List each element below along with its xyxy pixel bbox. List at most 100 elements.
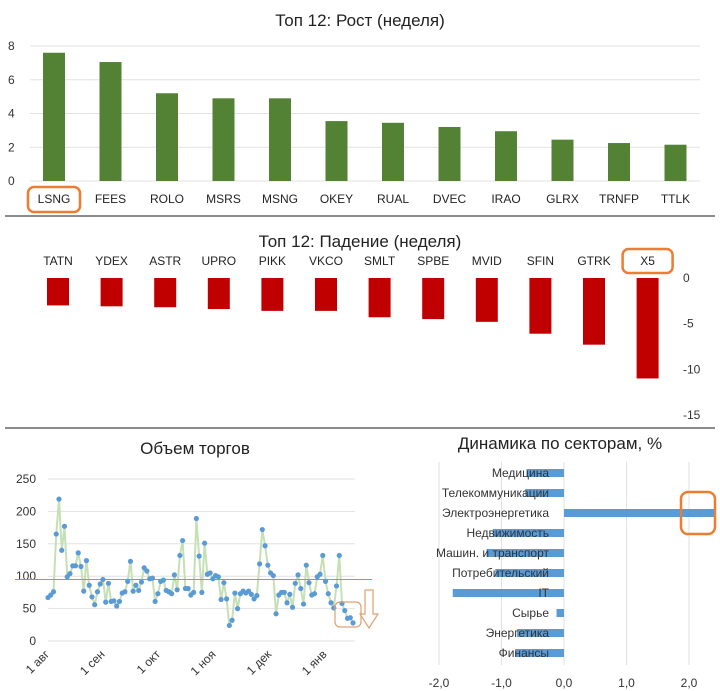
decline-chart-title: Топ 12: Падение (неделя) bbox=[259, 232, 462, 251]
growth-chart: 0 2 4 6 8 LSNG FEES ROLO MSRS MSNG OKEY RUAL DVEC IRA… bbox=[8, 39, 700, 214]
data-point bbox=[232, 590, 238, 596]
data-point bbox=[144, 568, 150, 574]
data-point bbox=[72, 563, 79, 569]
data-point bbox=[328, 600, 334, 606]
data-point bbox=[103, 599, 109, 605]
data-point bbox=[155, 591, 161, 597]
data-point bbox=[59, 547, 65, 553]
data-point bbox=[81, 588, 87, 594]
bar bbox=[315, 278, 337, 311]
category-label: SFIN bbox=[527, 254, 554, 268]
volume-chart: 0 50 100 150 200 250 1 авг 1 сен 1 окт 1 ноя 1 дек… bbox=[15, 472, 380, 678]
bar bbox=[325, 121, 348, 181]
data-point bbox=[215, 574, 221, 580]
bar bbox=[583, 278, 605, 345]
category-label: Финансы bbox=[499, 646, 549, 660]
highlight-box bbox=[334, 601, 362, 628]
data-point bbox=[295, 572, 301, 578]
data-point bbox=[174, 587, 180, 593]
data-point bbox=[224, 596, 230, 602]
data-point bbox=[130, 588, 136, 594]
decline-chart: 0 -5 -10 -15 TATN YDEX ASTR UPRO PIKK VKCO SMLT SPB… bbox=[43, 247, 701, 422]
data-point bbox=[136, 587, 142, 594]
bar bbox=[475, 278, 498, 322]
data-point bbox=[218, 596, 224, 603]
data-point bbox=[50, 589, 57, 595]
data-point bbox=[196, 553, 202, 559]
category-label: SPBE bbox=[417, 254, 449, 268]
category-label: X5 bbox=[640, 254, 655, 268]
data-point bbox=[171, 572, 177, 578]
data-point bbox=[325, 591, 331, 597]
data-point bbox=[298, 585, 304, 592]
data-point bbox=[226, 622, 232, 629]
bar bbox=[261, 278, 284, 311]
x-tick-label: -1,0 bbox=[491, 676, 512, 690]
category-label: MVID bbox=[472, 254, 502, 268]
data-point bbox=[322, 578, 329, 584]
category-label: SMLT bbox=[364, 254, 396, 268]
data-point bbox=[105, 580, 112, 586]
bar bbox=[636, 278, 659, 379]
bar bbox=[422, 278, 445, 320]
data-point bbox=[292, 580, 298, 586]
data-point bbox=[284, 600, 290, 606]
bar bbox=[100, 278, 123, 307]
data-point bbox=[152, 598, 158, 605]
bar bbox=[382, 122, 404, 181]
highlight-box bbox=[621, 247, 674, 275]
category-label: ROLO bbox=[150, 192, 184, 206]
category-label: UPRO bbox=[201, 254, 236, 268]
bar bbox=[525, 489, 564, 497]
category-label: MSRS bbox=[206, 192, 241, 206]
category-label: Энергетика bbox=[486, 626, 550, 640]
data-point bbox=[92, 602, 98, 608]
category-label: GTRK bbox=[577, 254, 610, 268]
volume-chart-title: Объем торгов bbox=[140, 439, 250, 458]
data-point bbox=[100, 576, 106, 583]
bar bbox=[564, 509, 714, 517]
y-tick-label: -10 bbox=[683, 362, 701, 376]
data-point bbox=[149, 575, 156, 581]
bar bbox=[526, 469, 564, 477]
y-tick-label: -15 bbox=[683, 408, 701, 422]
category-label: OKEY bbox=[320, 192, 353, 206]
data-point bbox=[180, 537, 186, 544]
bar bbox=[269, 98, 291, 181]
y-tick-label: 0 bbox=[8, 174, 15, 188]
series-line bbox=[47, 499, 354, 629]
x-tick-label: 1 ноя bbox=[188, 647, 219, 678]
category-label: DVEC bbox=[433, 192, 467, 206]
y-tick-label: 0 bbox=[29, 634, 36, 648]
data-point bbox=[270, 572, 276, 579]
category-label: IT bbox=[538, 586, 549, 600]
data-point bbox=[342, 607, 348, 614]
category-label: RUAL bbox=[377, 192, 409, 206]
bar bbox=[43, 52, 65, 181]
data-point bbox=[317, 571, 323, 577]
bar bbox=[154, 278, 177, 308]
x-tick-label: 1 дек bbox=[244, 647, 275, 678]
data-point bbox=[191, 589, 197, 596]
data-point bbox=[160, 577, 167, 583]
bar bbox=[608, 143, 630, 181]
data-point bbox=[56, 496, 62, 502]
category-label: VKCO bbox=[309, 254, 343, 268]
data-point bbox=[83, 558, 90, 564]
data-point bbox=[333, 583, 340, 589]
x-tick-label: 1 янв bbox=[299, 647, 330, 678]
data-point bbox=[303, 562, 309, 568]
data-point bbox=[265, 562, 271, 568]
y-tick-label: 4 bbox=[8, 107, 15, 121]
y-tick-label: 0 bbox=[683, 271, 690, 285]
category-label: PIKK bbox=[259, 254, 286, 268]
x-tick-label: 2,0 bbox=[681, 676, 698, 690]
data-point bbox=[273, 611, 279, 617]
data-point bbox=[97, 581, 103, 587]
x-tick-label: 1 сен bbox=[77, 647, 108, 678]
bar bbox=[99, 62, 122, 181]
bar bbox=[486, 549, 564, 557]
bar bbox=[664, 144, 687, 181]
y-tick-label: -5 bbox=[683, 317, 694, 331]
bar bbox=[495, 131, 517, 181]
